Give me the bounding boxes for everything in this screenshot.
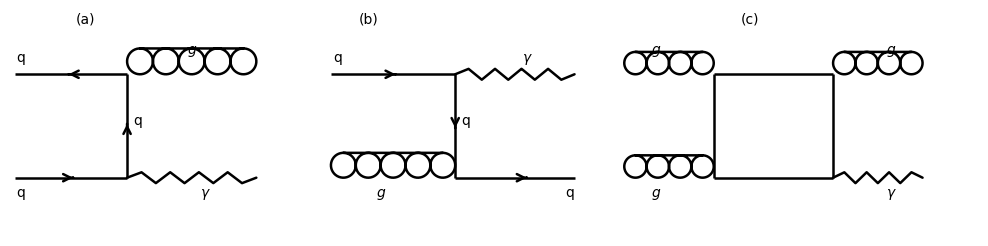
Text: q: q	[17, 186, 26, 200]
Text: g: g	[651, 43, 660, 57]
Text: (c): (c)	[740, 13, 759, 27]
Text: g: g	[887, 43, 895, 57]
Text: γ: γ	[201, 186, 208, 200]
Text: g: g	[651, 186, 660, 200]
Text: q: q	[461, 114, 470, 128]
Text: q: q	[333, 51, 342, 65]
Text: γ: γ	[523, 51, 531, 65]
Text: g: g	[376, 186, 385, 200]
Text: q: q	[133, 114, 142, 128]
Text: γ: γ	[887, 186, 895, 200]
Text: q: q	[17, 51, 26, 65]
Text: q: q	[565, 186, 574, 200]
Text: (b): (b)	[359, 13, 378, 27]
Text: g: g	[188, 43, 196, 57]
Text: (a): (a)	[76, 13, 96, 27]
